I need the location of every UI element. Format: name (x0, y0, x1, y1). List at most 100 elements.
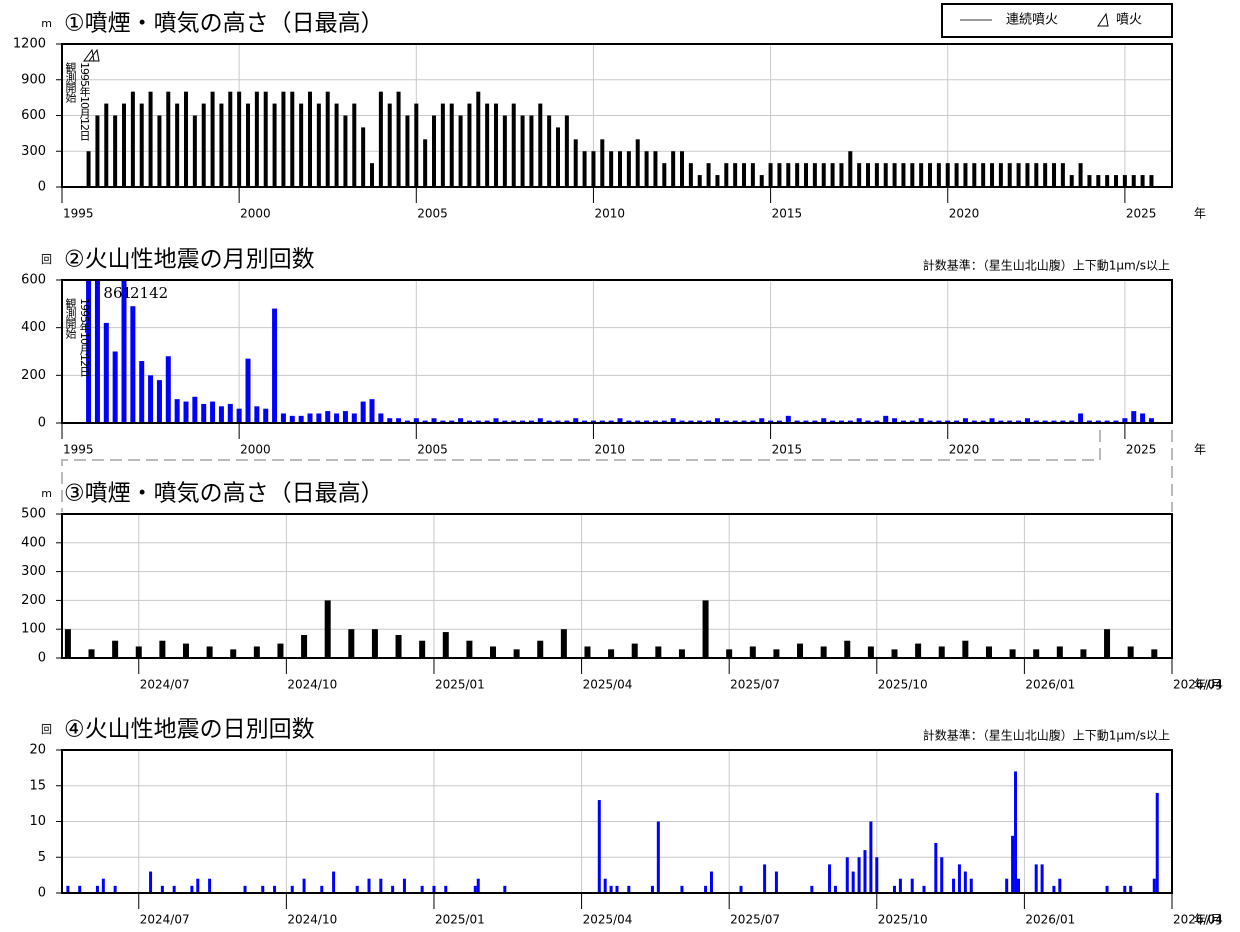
zoom-guide (61, 430, 1173, 512)
bar (928, 163, 933, 187)
bar (1105, 885, 1109, 893)
y-tick-label: 600 (21, 273, 46, 288)
bar (706, 163, 711, 187)
y-tick-label: 5 (38, 850, 46, 865)
bar (609, 885, 613, 893)
bar (402, 878, 406, 893)
bar (1152, 878, 1156, 893)
bar (342, 411, 348, 423)
bar (254, 91, 259, 187)
bar (741, 420, 747, 423)
bar (678, 649, 685, 658)
x-unit: 年/月 (1194, 678, 1222, 692)
y-tick-label: 300 (21, 144, 46, 159)
bar (449, 103, 454, 187)
bar (113, 885, 117, 893)
bar (774, 871, 778, 893)
bar (272, 308, 278, 423)
y-tick-label: 20 (29, 743, 46, 758)
bar (627, 885, 631, 893)
bar (971, 420, 977, 423)
bar (1105, 175, 1110, 187)
bar (157, 115, 162, 187)
bar (812, 420, 818, 423)
bars (66, 771, 1159, 893)
bar (277, 643, 284, 658)
bar (378, 413, 384, 423)
bar (237, 91, 242, 187)
bar (851, 871, 855, 893)
x-unit: 年/月 (1194, 913, 1222, 927)
bar (1056, 646, 1063, 658)
bar (379, 878, 383, 893)
bar (590, 420, 596, 423)
bar (869, 821, 873, 893)
bar (680, 151, 685, 187)
bar (513, 649, 520, 658)
bar (396, 418, 402, 423)
bar (1104, 420, 1110, 423)
x-tick-label: 2025/04 (583, 678, 633, 692)
bar (272, 103, 277, 187)
bar (253, 646, 260, 658)
x-tick-label: 2025 (1126, 207, 1157, 221)
bar (281, 91, 286, 187)
x-tick-label: 2020 (949, 443, 980, 457)
bar (785, 415, 791, 423)
bar (927, 420, 933, 423)
bar (1140, 413, 1146, 423)
bar (810, 885, 814, 893)
bar (387, 418, 393, 423)
bar (449, 420, 455, 423)
bar (378, 91, 383, 187)
bar (980, 420, 986, 423)
bar (706, 420, 712, 423)
bar (867, 646, 874, 658)
bar (343, 115, 348, 187)
bar (584, 646, 591, 658)
bar (1155, 792, 1159, 893)
bar (680, 885, 684, 893)
bar (655, 646, 662, 658)
bar (830, 163, 835, 187)
bar (866, 163, 871, 187)
bar (1060, 163, 1065, 187)
x-tick-label: 2024/07 (140, 678, 190, 692)
bar (915, 643, 922, 658)
x-tick-label: 2026/01 (1025, 913, 1075, 927)
y-tick-label: 0 (38, 180, 46, 195)
bar (148, 91, 153, 187)
bar (631, 643, 638, 658)
bars (86, 91, 1154, 187)
bar (440, 103, 445, 187)
bar (875, 857, 879, 893)
bar (289, 415, 295, 423)
bars (86, 280, 1154, 423)
bar (261, 885, 265, 893)
bar (998, 163, 1003, 187)
eruption-marks (83, 48, 100, 62)
bar (715, 175, 720, 187)
bar (466, 640, 473, 658)
bar (444, 885, 448, 893)
bar (662, 163, 667, 187)
bar (263, 408, 269, 423)
bar (990, 163, 995, 187)
y-tick-label: 0 (38, 886, 46, 901)
bar (702, 600, 709, 658)
bar (671, 151, 676, 187)
bar (936, 163, 941, 187)
bar (1087, 175, 1092, 187)
bar (156, 380, 162, 423)
bar (280, 413, 286, 423)
bar (334, 413, 340, 423)
bar (820, 646, 827, 658)
bar (726, 649, 733, 658)
bar (972, 163, 977, 187)
y-tick-label: 0 (38, 416, 46, 431)
bar (883, 415, 889, 423)
bar (945, 163, 950, 187)
bar (94, 280, 100, 423)
bar (874, 420, 880, 423)
bar (1051, 420, 1057, 423)
